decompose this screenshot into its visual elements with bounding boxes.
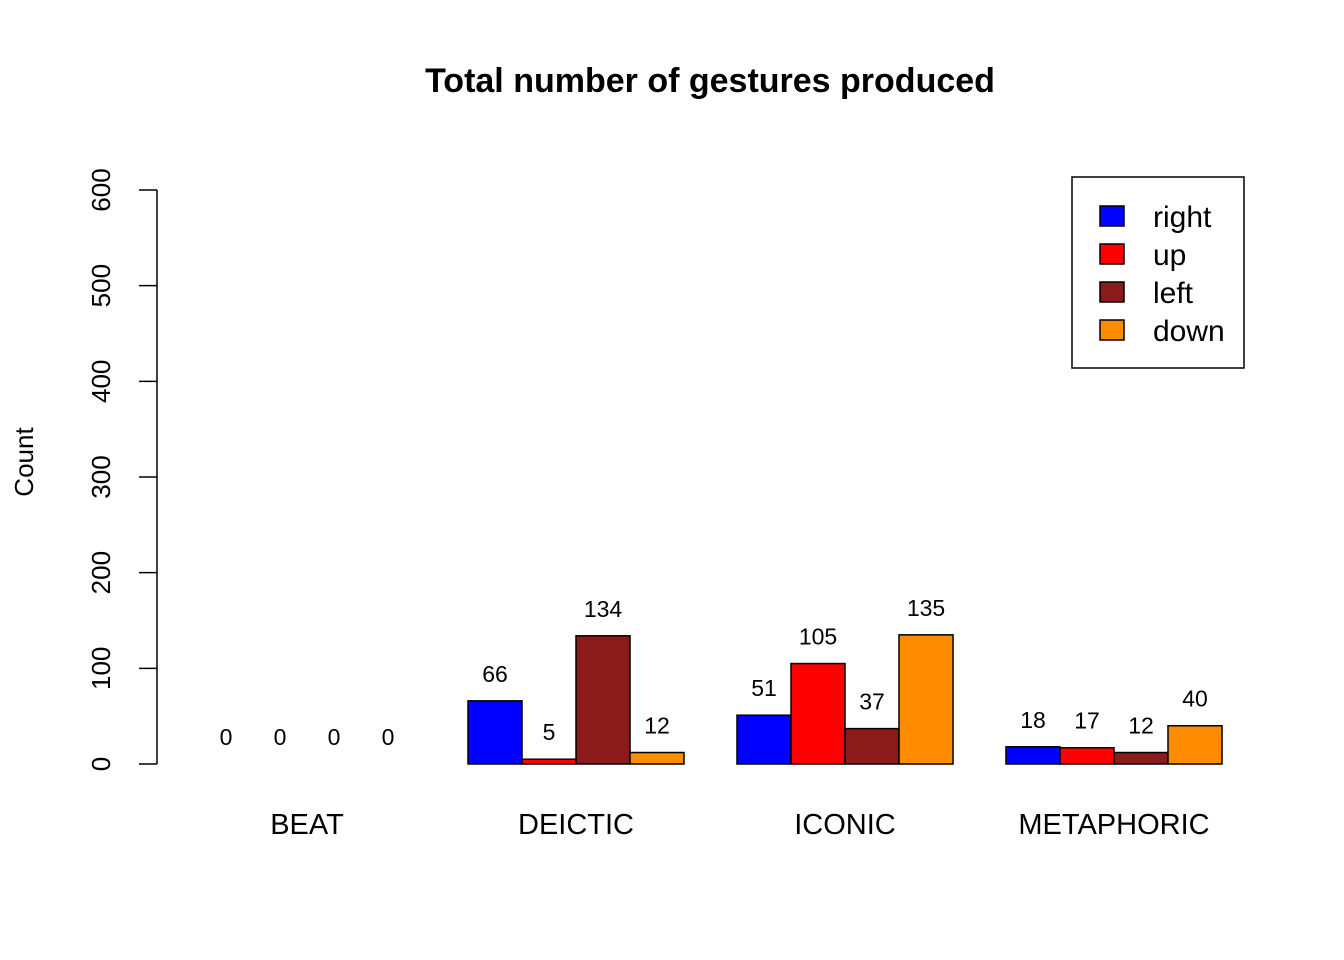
data-label: 135 [907, 595, 945, 621]
data-label: 17 [1074, 708, 1100, 734]
y-tick-label: 200 [86, 551, 116, 594]
bar-right [1005, 746, 1061, 765]
category-label: METAPHORIC [1018, 809, 1209, 841]
legend-label-up: up [1153, 239, 1186, 272]
data-label: 40 [1182, 686, 1208, 712]
bar-right [467, 700, 523, 765]
bar-group-metaphoric: 18 17 12 40 [1005, 686, 1223, 765]
data-label: 18 [1020, 707, 1046, 733]
y-tick-label: 100 [86, 647, 116, 690]
bar-group-beat: 0 0 0 0 [220, 724, 395, 750]
legend-label-right: right [1153, 201, 1212, 234]
y-axis: 0 100 200 300 400 500 600 [86, 168, 158, 771]
data-label: 12 [1128, 713, 1154, 739]
data-label: 0 [328, 724, 341, 750]
legend-label-left: left [1153, 277, 1194, 310]
legend-swatch-right [1099, 205, 1125, 227]
y-tick-label: 400 [86, 360, 116, 403]
data-label: 66 [482, 661, 508, 687]
bar-group-iconic: 51 105 37 135 [736, 595, 954, 765]
legend-swatch-up [1099, 243, 1125, 265]
y-axis-label: Count [9, 427, 39, 497]
data-label: 37 [859, 689, 885, 715]
category-label: DEICTIC [518, 809, 634, 841]
legend-label-down: down [1153, 315, 1225, 348]
data-label: 0 [220, 724, 233, 750]
bar-left [1113, 751, 1169, 765]
legend-swatch-down [1099, 319, 1125, 341]
data-label: 5 [543, 719, 556, 745]
legend-swatch-left [1099, 281, 1125, 303]
category-label: BEAT [270, 809, 344, 841]
y-tick-label: 0 [86, 757, 116, 771]
legend: right up left down [1071, 176, 1245, 369]
data-label: 134 [584, 596, 623, 622]
bar-right [736, 714, 792, 765]
y-tick-label: 600 [86, 168, 116, 211]
bar-down [1167, 724, 1223, 765]
chart-title: Total number of gestures produced [425, 62, 995, 100]
data-label: 12 [644, 713, 670, 739]
data-label: 0 [274, 724, 287, 750]
bar-groups: 0 0 0 0 66 5 134 12 51 105 37 135 18 17 12 40 [220, 595, 1223, 765]
y-tick-label: 500 [86, 264, 116, 307]
bar-group-deictic: 66 5 134 12 [467, 596, 685, 765]
y-tick-label: 300 [86, 455, 116, 498]
bar-up [521, 758, 577, 765]
bar-up [790, 662, 846, 765]
category-label: ICONIC [794, 809, 896, 841]
bar-down [898, 634, 954, 765]
category-labels: BEAT DEICTIC ICONIC METAPHORIC [270, 809, 1209, 841]
bar-up [1059, 746, 1115, 765]
data-label: 105 [799, 624, 837, 650]
bar-down [629, 751, 685, 765]
data-label: 51 [751, 675, 777, 701]
bar-left [575, 635, 631, 765]
data-label: 0 [382, 724, 395, 750]
bar-left [844, 727, 900, 765]
